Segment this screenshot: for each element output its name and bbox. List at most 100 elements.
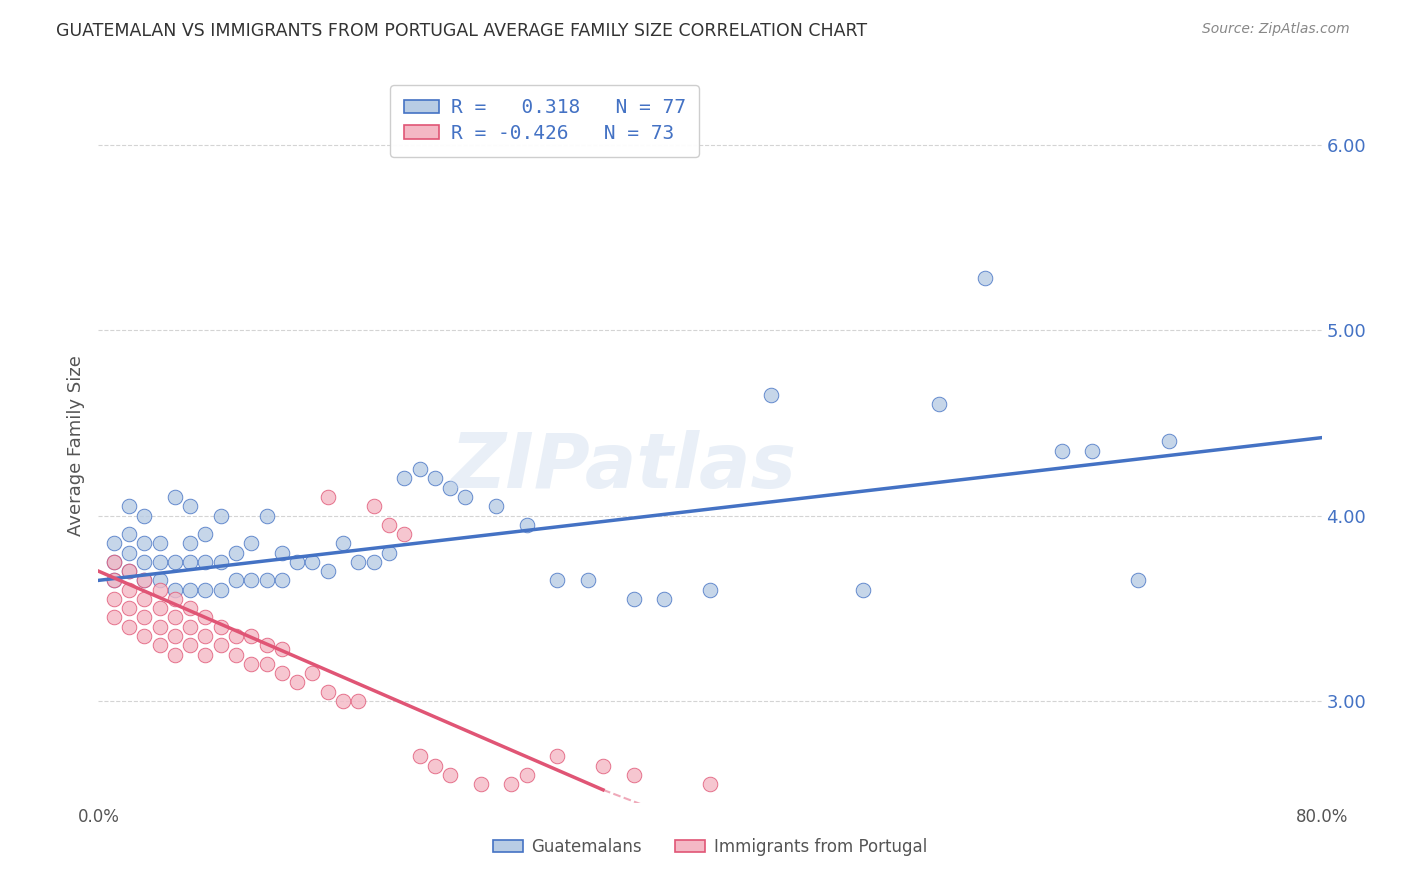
Point [103,574,125,588]
Point [439,481,461,495]
Point [454,490,477,504]
Point [423,758,446,772]
Point [118,500,141,514]
Point [225,574,247,588]
Point [103,574,125,588]
Point [576,574,599,588]
Point [163,490,186,504]
Point [209,508,232,523]
Point [270,666,292,681]
Point [347,694,370,708]
Point [194,648,217,662]
Point [149,574,172,588]
Point [240,536,263,550]
Point [194,610,217,624]
Point [363,500,385,514]
Point [408,749,430,764]
Point [759,388,782,402]
Point [852,582,875,597]
Point [149,555,172,569]
Point [134,574,156,588]
Point [149,620,172,634]
Point [118,620,141,634]
Point [256,638,278,652]
Point [546,749,568,764]
Text: ZIPatlas: ZIPatlas [451,431,797,504]
Point [163,648,186,662]
Point [699,582,721,597]
Point [118,564,141,578]
Point [439,768,461,782]
Point [134,508,156,523]
Point [163,582,186,597]
Point [270,642,292,657]
Point [623,591,645,606]
Point [103,555,125,569]
Point [163,610,186,624]
Point [240,574,263,588]
Point [149,638,172,652]
Point [652,591,675,606]
Point [179,620,201,634]
Point [118,527,141,541]
Point [1128,574,1150,588]
Point [194,527,217,541]
Point [179,500,201,514]
Point [316,564,339,578]
Point [378,517,401,532]
Point [194,555,217,569]
Point [285,555,308,569]
Point [149,601,172,615]
Point [134,591,156,606]
Point [118,582,141,597]
Point [332,694,354,708]
Point [179,638,201,652]
Point [209,582,232,597]
Point [316,490,339,504]
Point [974,271,997,285]
Point [408,462,430,476]
Point [928,397,950,411]
Point [423,471,446,485]
Point [134,555,156,569]
Point [194,582,217,597]
Point [301,666,323,681]
Point [225,629,247,643]
Point [347,555,370,569]
Point [194,629,217,643]
Point [1050,443,1073,458]
Point [332,536,354,550]
Point [134,574,156,588]
Point [363,555,385,569]
Point [149,582,172,597]
Point [1157,434,1180,449]
Point [240,629,263,643]
Point [546,574,568,588]
Point [470,777,492,791]
Point [485,500,508,514]
Point [134,610,156,624]
Point [179,555,201,569]
Point [118,564,141,578]
Point [699,777,721,791]
Point [516,517,538,532]
Point [134,629,156,643]
Point [240,657,263,671]
Point [256,508,278,523]
Point [163,629,186,643]
Point [118,601,141,615]
Point [256,574,278,588]
Point [149,536,172,550]
Point [118,545,141,559]
Point [179,582,201,597]
Point [209,555,232,569]
Y-axis label: Average Family Size: Average Family Size [66,356,84,536]
Point [270,574,292,588]
Point [103,555,125,569]
Point [392,527,416,541]
Point [516,768,538,782]
Point [285,675,308,690]
Point [179,601,201,615]
Point [209,620,232,634]
Point [225,545,247,559]
